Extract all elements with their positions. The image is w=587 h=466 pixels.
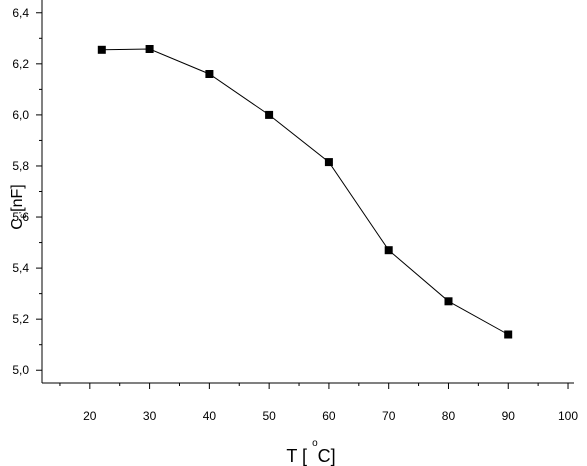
series-line bbox=[101, 48, 509, 335]
x-tick-label: 50 bbox=[262, 409, 276, 423]
data-point bbox=[97, 45, 106, 54]
x-axis-label-pre: T [ bbox=[286, 446, 312, 466]
y-axis-label: Cε'[nF] bbox=[9, 184, 29, 230]
data-point bbox=[384, 246, 393, 255]
x-tick-label: 40 bbox=[203, 409, 217, 423]
y-tick-label: 5,6 bbox=[12, 210, 29, 224]
x-axis-label-post: C] bbox=[318, 446, 336, 466]
y-tick-label: 5,2 bbox=[12, 312, 29, 326]
data-point bbox=[504, 330, 513, 339]
y-ticks: 5,0 5,2 5,4 5,6 5,8 6,0 6,2 6,4 bbox=[12, 6, 42, 377]
y-tick-label: 5,0 bbox=[12, 363, 29, 377]
series-points bbox=[97, 45, 513, 339]
data-point bbox=[324, 158, 333, 167]
series-polyline bbox=[101, 48, 509, 335]
y-axis-label-sub: ε' bbox=[18, 212, 29, 218]
y-tick-label: 5,4 bbox=[12, 261, 29, 275]
y-axis-label-unit: [nF] bbox=[9, 184, 26, 212]
x-tick-label: 80 bbox=[442, 409, 456, 423]
x-tick-label: 30 bbox=[143, 409, 157, 423]
y-tick-label: 6,0 bbox=[12, 108, 29, 122]
data-point bbox=[444, 297, 453, 306]
x-tick-label: 100 bbox=[558, 409, 578, 423]
x-axis-label: T [ oC] bbox=[286, 438, 335, 466]
data-point bbox=[265, 110, 274, 119]
y-tick-label: 5,8 bbox=[12, 159, 29, 173]
x-tick-label: 90 bbox=[502, 409, 516, 423]
data-point bbox=[205, 70, 214, 78]
y-axis-label-main: C bbox=[9, 218, 26, 230]
x-tick-label: 70 bbox=[382, 409, 396, 423]
y-tick-label: 6,4 bbox=[12, 6, 29, 20]
x-tick-label: 20 bbox=[83, 409, 97, 423]
axes bbox=[41, 0, 574, 384]
y-tick-label: 6,2 bbox=[12, 57, 29, 71]
x-axis-label-degree: o bbox=[312, 438, 318, 449]
x-ticks: 20 30 40 50 60 70 80 90 100 bbox=[59, 383, 578, 423]
x-tick-label: 60 bbox=[322, 409, 336, 423]
data-point bbox=[145, 45, 154, 53]
